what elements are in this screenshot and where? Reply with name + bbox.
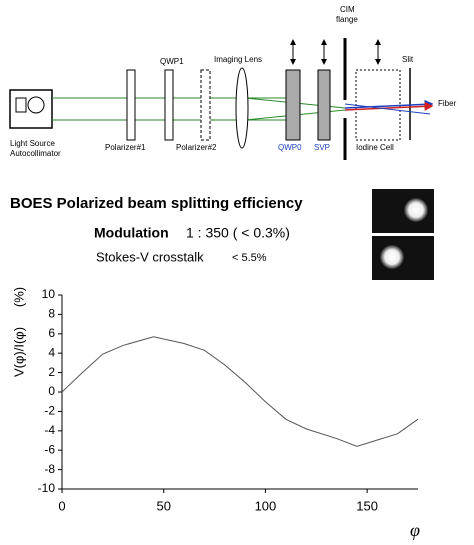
y-axis-label: V(φ)/I(φ) xyxy=(11,327,26,377)
qwp0-plate xyxy=(285,69,301,141)
lamp xyxy=(27,96,45,114)
polarizer1 xyxy=(126,69,136,141)
y-axis-unit: (%) xyxy=(11,287,26,307)
label: flange xyxy=(336,15,358,24)
label: Polarizer#1 xyxy=(105,143,146,152)
crosstalk-label: Stokes-V crosstalk xyxy=(96,249,204,264)
light-source-box xyxy=(9,89,53,129)
lamp-base xyxy=(15,97,27,113)
label: Polarizer#2 xyxy=(176,143,217,152)
modulation-value: 1 : 350 ( < 0.3%) xyxy=(186,225,290,241)
y-tick-label: 6 xyxy=(48,326,55,340)
y-tick-label: 4 xyxy=(48,345,55,359)
label: CIM xyxy=(340,5,355,14)
y-tick-label: -2 xyxy=(44,404,55,418)
beam-red xyxy=(344,101,434,111)
y-tick-label: -8 xyxy=(44,462,55,476)
beam-blue xyxy=(344,103,431,115)
label: Iodine Cell xyxy=(356,143,394,152)
optical-diagram xyxy=(9,38,434,160)
y-tick-label: 10 xyxy=(42,287,56,301)
y-tick-label: -6 xyxy=(44,442,55,456)
spot xyxy=(380,245,404,269)
y-tick-label: -10 xyxy=(38,481,56,495)
polarizer2 xyxy=(200,69,211,141)
x-tick-label: 0 xyxy=(58,498,65,513)
label: Slit xyxy=(402,55,414,64)
lens xyxy=(235,67,249,149)
x-tick-label: 100 xyxy=(255,498,277,513)
data-line xyxy=(61,336,419,447)
y-tick-label: -4 xyxy=(44,423,55,437)
beam-blue xyxy=(344,99,434,109)
svp-plate xyxy=(317,69,331,141)
y-tick-label: 0 xyxy=(48,384,55,398)
spot xyxy=(404,198,428,222)
y-tick-label: 8 xyxy=(48,307,55,321)
label: Imaging Lens xyxy=(214,55,262,64)
modulation-label: Modulation xyxy=(94,225,169,241)
summary-title: BOES Polarized beam splitting efficiency xyxy=(10,195,303,212)
x-tick-label: 50 xyxy=(156,498,170,513)
x-axis-label: φ xyxy=(410,520,420,540)
label: SVP xyxy=(314,143,330,152)
crosstalk-value: < 5.5% xyxy=(232,252,267,264)
label: QWP0 xyxy=(278,143,302,152)
x-tick-label: 150 xyxy=(356,498,378,513)
qwp1-plate xyxy=(164,69,174,141)
label: Light Source xyxy=(10,139,55,148)
label: Autocollimator xyxy=(10,149,61,158)
label: Fiber xyxy=(438,99,457,108)
iodine-cell-box xyxy=(355,69,401,141)
label: QWP1 xyxy=(160,57,184,66)
y-tick-label: 2 xyxy=(48,365,55,379)
